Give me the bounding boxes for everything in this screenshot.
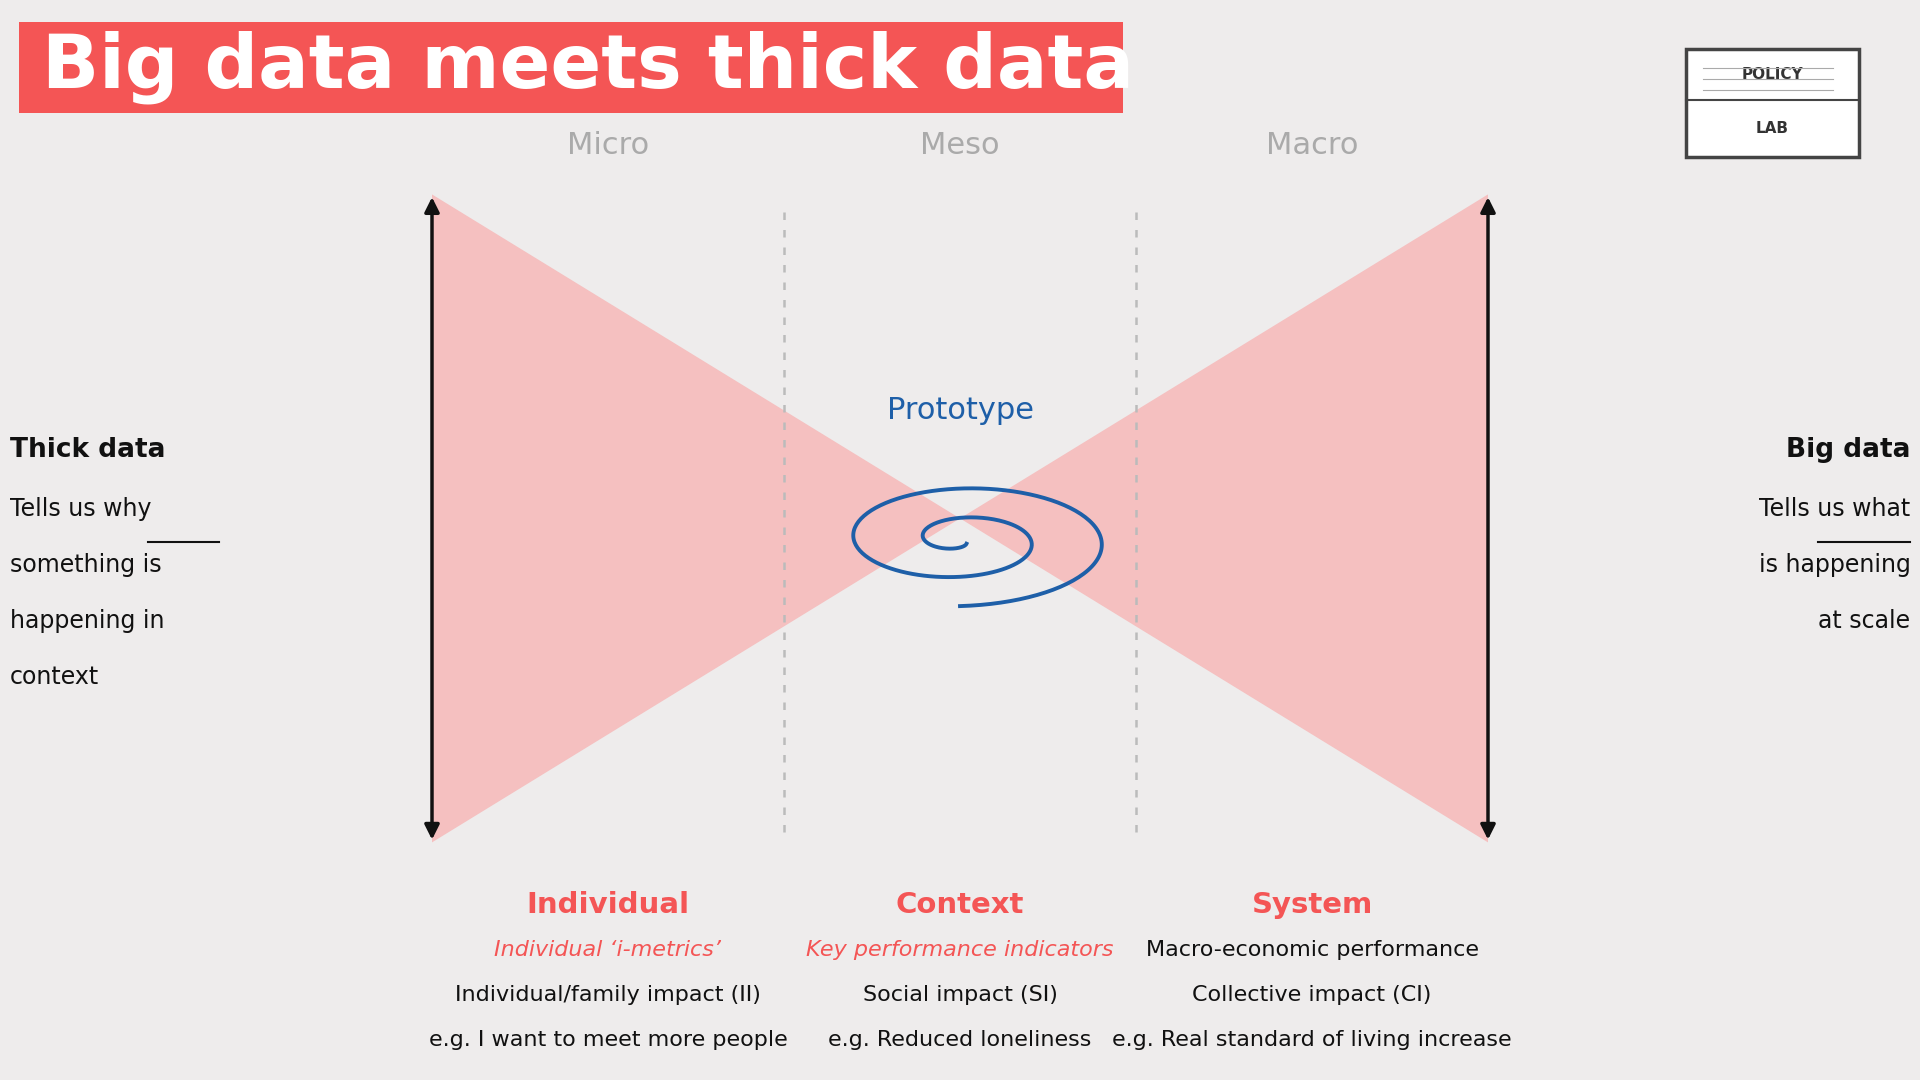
Text: e.g. I want to meet more people: e.g. I want to meet more people bbox=[428, 1030, 787, 1051]
Text: Context: Context bbox=[897, 891, 1023, 919]
Text: Social impact (SI): Social impact (SI) bbox=[862, 985, 1058, 1005]
Text: Tells us what: Tells us what bbox=[1759, 497, 1910, 521]
Text: Macro-economic performance: Macro-economic performance bbox=[1146, 940, 1478, 960]
Polygon shape bbox=[960, 194, 1488, 842]
Text: LAB: LAB bbox=[1755, 121, 1789, 136]
Text: POLICY: POLICY bbox=[1741, 67, 1803, 82]
Text: is happening: is happening bbox=[1759, 553, 1910, 577]
Text: at scale: at scale bbox=[1818, 609, 1910, 633]
Text: something is: something is bbox=[10, 553, 161, 577]
Polygon shape bbox=[432, 194, 960, 842]
Text: Macro: Macro bbox=[1265, 132, 1357, 160]
Text: context: context bbox=[10, 665, 98, 689]
Text: Key performance indicators: Key performance indicators bbox=[806, 940, 1114, 960]
Text: Micro: Micro bbox=[566, 132, 649, 160]
Text: Collective impact (CI): Collective impact (CI) bbox=[1192, 985, 1432, 1005]
Text: e.g. Reduced loneliness: e.g. Reduced loneliness bbox=[828, 1030, 1092, 1051]
Text: Tells us why: Tells us why bbox=[10, 497, 152, 521]
Text: Thick data: Thick data bbox=[10, 437, 165, 463]
Text: Individual ‘i-metrics’: Individual ‘i-metrics’ bbox=[495, 940, 722, 960]
Text: e.g. Real standard of living increase: e.g. Real standard of living increase bbox=[1112, 1030, 1511, 1051]
Text: System: System bbox=[1252, 891, 1373, 919]
Text: Individual/family impact (II): Individual/family impact (II) bbox=[455, 985, 760, 1005]
Text: happening in: happening in bbox=[10, 609, 163, 633]
Text: Big data meets thick data: Big data meets thick data bbox=[42, 30, 1135, 105]
Text: Meso: Meso bbox=[920, 132, 1000, 160]
Text: Prototype: Prototype bbox=[887, 396, 1033, 424]
Bar bbox=[19, 22, 1123, 113]
Text: Big data: Big data bbox=[1786, 437, 1910, 463]
Text: Individual: Individual bbox=[526, 891, 689, 919]
Bar bbox=[1686, 49, 1859, 157]
